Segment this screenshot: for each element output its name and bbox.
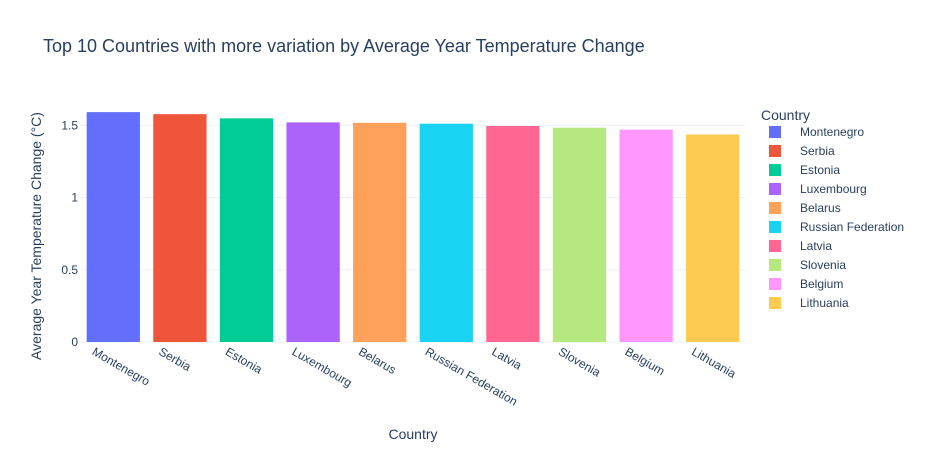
legend-swatch xyxy=(769,183,781,195)
legend-label: Russian Federation xyxy=(800,220,904,234)
bar-lithuania[interactable] xyxy=(686,134,740,342)
x-tick-label: Slovenia xyxy=(556,344,603,379)
legend-swatch xyxy=(769,145,781,157)
x-tick-label: Belarus xyxy=(356,344,398,376)
bar-luxembourg[interactable] xyxy=(286,122,340,342)
bar-serbia[interactable] xyxy=(153,114,207,342)
bar-slovenia[interactable] xyxy=(552,127,607,342)
bars xyxy=(86,112,740,343)
legend-item-russian-federation[interactable]: Russian Federation xyxy=(769,220,904,234)
x-tick-label: Luxembourg xyxy=(290,344,355,389)
y-axis-title: Average Year Temperature Change (°C) xyxy=(28,112,44,360)
legend-label: Slovenia xyxy=(800,258,846,272)
legend-label: Serbia xyxy=(800,144,835,158)
legend-item-latvia[interactable]: Latvia xyxy=(769,239,832,253)
legend-swatch xyxy=(769,278,781,290)
bar-estonia[interactable] xyxy=(219,118,274,342)
x-tick-label: Estonia xyxy=(223,344,265,376)
x-axis-title: Country xyxy=(388,426,437,442)
legend-label: Estonia xyxy=(800,163,840,177)
legend-swatch xyxy=(769,297,781,309)
x-tick-label: Montenegro xyxy=(90,344,153,388)
legend-label: Montenegro xyxy=(800,125,864,139)
legend-swatch xyxy=(769,221,781,233)
legend-item-belarus[interactable]: Belarus xyxy=(769,201,841,215)
legend-swatch xyxy=(769,126,781,138)
legend-label: Lithuania xyxy=(800,296,849,310)
legend-title: Country xyxy=(761,107,810,123)
x-tick-label: Belgium xyxy=(623,344,668,378)
x-tick-label: Lithuania xyxy=(689,344,738,381)
legend-swatch xyxy=(769,164,781,176)
legend-item-montenegro[interactable]: Montenegro xyxy=(769,125,864,139)
y-tick-label: 0.5 xyxy=(61,263,78,277)
bar-belgium[interactable] xyxy=(619,129,673,342)
y-tick-label: 1.5 xyxy=(61,118,78,132)
legend: Country Montenegro Serbia Estonia Luxembour… xyxy=(761,107,904,310)
x-axis-ticks: Montenegro Serbia Estonia Luxembourg Belarus… xyxy=(90,344,739,408)
legend-label: Latvia xyxy=(800,239,832,253)
legend-label: Luxembourg xyxy=(800,182,867,196)
legend-label: Belgium xyxy=(800,277,843,291)
legend-label: Belarus xyxy=(800,201,841,215)
y-tick-label: 0 xyxy=(71,335,78,349)
y-tick-label: 1 xyxy=(71,191,78,205)
bar-montenegro[interactable] xyxy=(86,112,140,343)
legend-swatch xyxy=(769,202,781,214)
bar-russian-federation[interactable] xyxy=(419,123,473,342)
y-axis-ticks: 0 0.5 1 1.5 xyxy=(61,118,78,349)
bar-belarus[interactable] xyxy=(353,122,407,343)
legend-item-slovenia[interactable]: Slovenia xyxy=(769,258,846,272)
x-tick-label: Latvia xyxy=(489,344,524,372)
legend-swatch xyxy=(769,259,781,271)
x-tick-label: Serbia xyxy=(156,344,193,374)
bar-latvia[interactable] xyxy=(486,126,540,342)
chart-title: Top 10 Countries with more variation by … xyxy=(43,36,645,56)
legend-swatch xyxy=(769,240,781,252)
legend-item-estonia[interactable]: Estonia xyxy=(769,163,840,177)
legend-item-lithuania[interactable]: Lithuania xyxy=(769,296,849,310)
legend-item-serbia[interactable]: Serbia xyxy=(769,144,835,158)
legend-item-luxembourg[interactable]: Luxembourg xyxy=(769,182,867,196)
legend-item-belgium[interactable]: Belgium xyxy=(769,277,843,291)
